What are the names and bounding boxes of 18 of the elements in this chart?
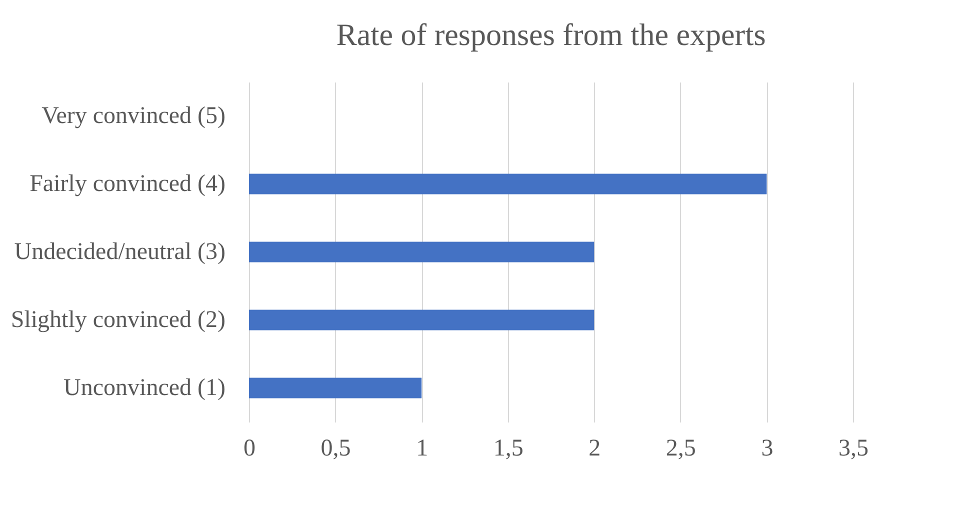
x-tick-label: 2,5 [666, 436, 696, 462]
bar [249, 310, 594, 330]
x-tick-label: 3,5 [838, 436, 868, 462]
chart-title: Rate of responses from the experts [336, 17, 766, 52]
x-tick-label: 0 [244, 436, 256, 462]
y-tick-label: Fairly convinced (4) [30, 171, 226, 197]
x-tick-label: 1,5 [493, 436, 524, 462]
bar [249, 378, 422, 398]
y-tick-label: Undecided/neutral (3) [14, 239, 226, 265]
bar [249, 174, 767, 194]
x-tick-label: 0,5 [320, 436, 351, 462]
bar [249, 242, 594, 262]
y-tick-label: Unconvinced (1) [64, 375, 226, 401]
x-tick-label: 2 [588, 436, 601, 462]
y-tick-label: Slightly convinced (2) [10, 307, 226, 333]
x-tick-label: 1 [416, 436, 428, 462]
y-tick-label: Very convinced (5) [42, 103, 226, 129]
x-tick-label: 3 [761, 436, 774, 462]
